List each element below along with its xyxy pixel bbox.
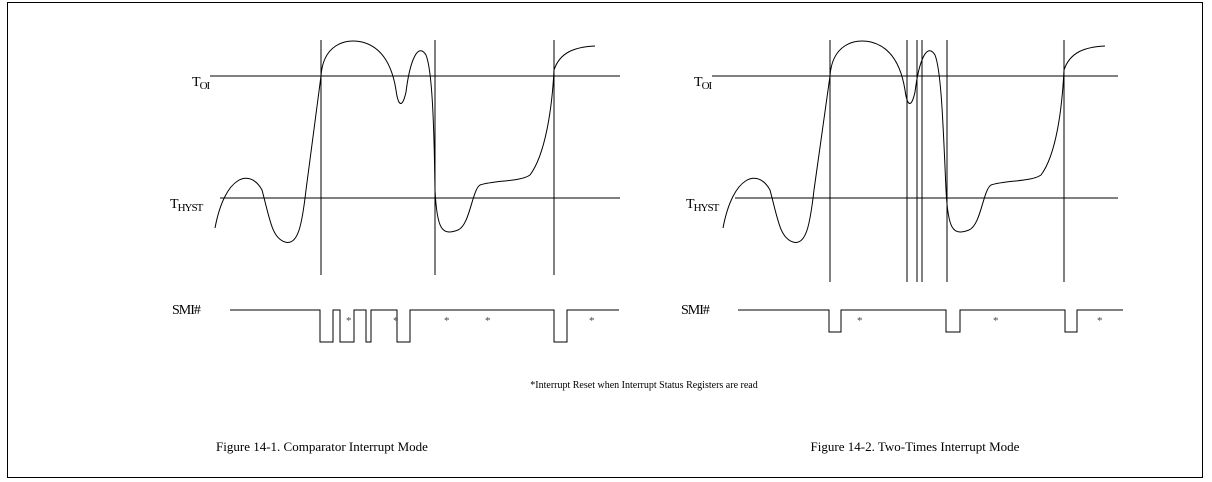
thyst-label: THYST: [686, 197, 720, 214]
smi-label: SMI#: [172, 303, 201, 318]
figure-14-2-caption: Figure 14-2. Two-Times Interrupt Mode: [811, 439, 1020, 454]
figure-14-2-two-times-mode: TOI THYST SMI# * * *: [681, 40, 1123, 333]
figure-border: [7, 2, 1203, 478]
thyst-label: THYST: [170, 197, 204, 214]
reset-marker: *: [589, 315, 595, 327]
smi-label: SMI#: [681, 303, 710, 318]
reset-marker: *: [993, 315, 999, 327]
figure-14-1-comparator-mode: TOI THYST SMI# * * * * *: [170, 40, 620, 343]
reset-marker: *: [393, 315, 399, 327]
interrupt-reset-note: *Interrupt Reset when Interrupt Status R…: [530, 380, 757, 391]
toi-label: TOI: [694, 75, 713, 92]
reset-marker: *: [444, 315, 450, 327]
toi-label: TOI: [192, 75, 211, 92]
smi-pulse-train: [738, 309, 1123, 333]
smi-pulse-train: [230, 309, 619, 343]
reset-marker: *: [485, 315, 491, 327]
temperature-waveform: [722, 40, 1106, 243]
reset-marker: *: [1097, 315, 1103, 327]
reset-marker: *: [346, 315, 352, 327]
temperature-waveform: [214, 40, 596, 243]
reset-marker: *: [857, 315, 863, 327]
figure-14-1-caption: Figure 14-1. Comparator Interrupt Mode: [216, 439, 428, 454]
